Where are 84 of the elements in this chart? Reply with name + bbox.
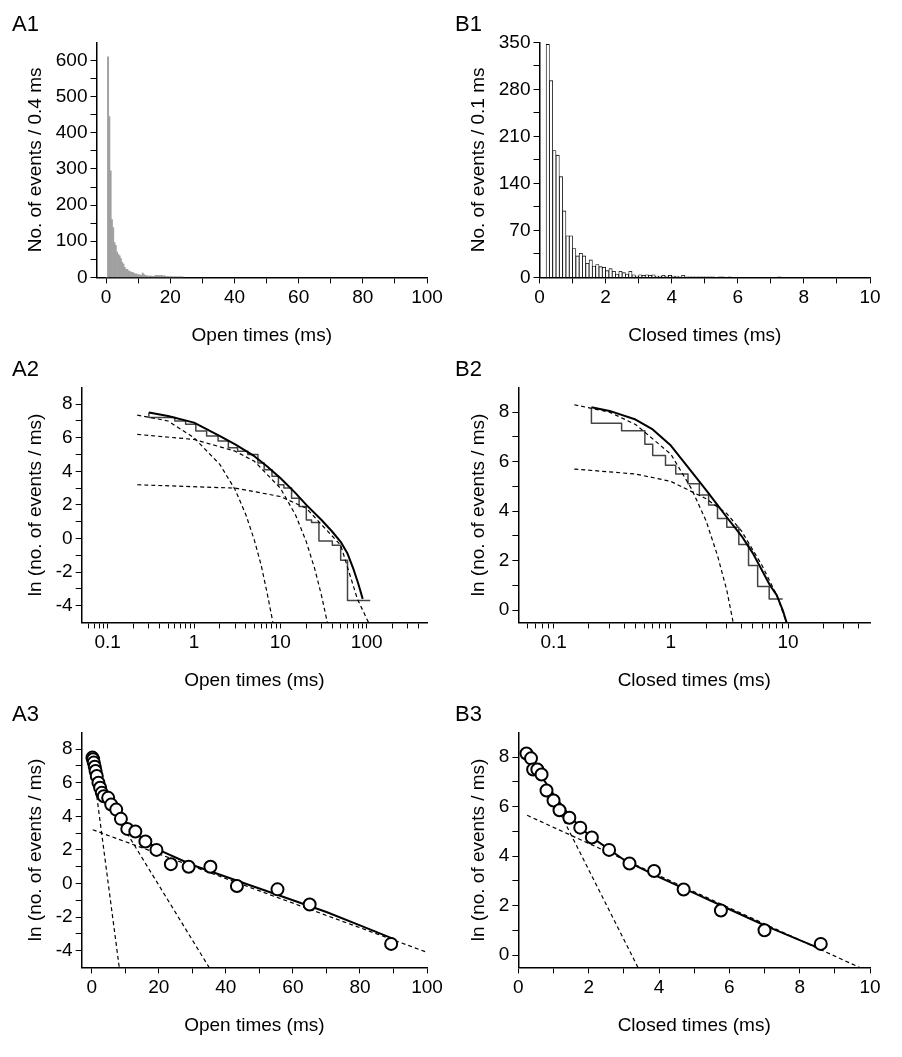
- y-tick-label: 600: [55, 48, 88, 70]
- x-tick-label: 0.1: [94, 631, 121, 653]
- y-tick-label: 300: [55, 157, 88, 179]
- y-axis-title: ln (no. of events / ms): [23, 413, 45, 597]
- y-tick-label: 0: [498, 598, 510, 620]
- y-tick-label: 4: [62, 459, 74, 481]
- y-tick-label: 8: [498, 400, 510, 422]
- x-tick-label: 0: [534, 286, 545, 308]
- y-tick-label: 400: [55, 121, 88, 143]
- y-tick-label: 0: [76, 265, 88, 287]
- x-tick-label: 100: [350, 631, 383, 653]
- x-tick-label: 60: [288, 286, 310, 308]
- x-axis-title: Open times (ms): [184, 668, 325, 690]
- y-tick-label: -2: [55, 905, 73, 927]
- y-tick-label: 200: [55, 193, 88, 215]
- chart-title: B3: [455, 701, 482, 727]
- y-tick-label: 8: [62, 737, 73, 759]
- y-axis-title: No. of events / 0.1 ms: [466, 67, 488, 253]
- x-axis-title: Closed times (ms): [617, 668, 771, 690]
- x-tick-label: 4: [666, 286, 678, 308]
- x-tick-label: 2: [600, 286, 611, 308]
- y-tick-label: 6: [62, 770, 73, 792]
- chart-title: B2: [455, 356, 482, 382]
- y-tick-label: 0: [62, 871, 73, 893]
- x-tick-label: 10: [777, 631, 799, 653]
- x-tick-label: 10: [269, 631, 291, 653]
- x-tick-label: 100: [411, 286, 443, 308]
- y-tick-label: 8: [498, 745, 510, 767]
- y-tick-label: -2: [55, 560, 73, 582]
- y-tick-label: 2: [498, 893, 510, 915]
- x-tick-label: 1: [665, 631, 677, 653]
- y-tick-label: 280: [498, 77, 531, 99]
- y-axis-title: ln (no. of events / ms): [466, 413, 488, 597]
- y-tick-label: 2: [498, 548, 510, 570]
- chart-title: A2: [12, 356, 39, 382]
- y-tick-label: 6: [498, 449, 510, 471]
- x-tick-label: 10: [859, 286, 881, 308]
- x-tick-label: 8: [794, 976, 805, 998]
- x-tick-label: 0: [100, 286, 112, 308]
- y-axis-title: No. of events / 0.4 ms: [23, 67, 45, 253]
- x-tick-label: 20: [159, 286, 181, 308]
- x-tick-label: 4: [653, 976, 665, 998]
- x-tick-label: 60: [282, 976, 304, 998]
- y-axis-title: ln (no. of events / ms): [466, 758, 488, 942]
- y-tick-label: 6: [498, 794, 510, 816]
- chart-title: A3: [12, 701, 39, 727]
- y-tick-label: 500: [55, 84, 88, 106]
- x-tick-label: 40: [223, 286, 246, 308]
- y-tick-label: -4: [55, 938, 74, 960]
- x-tick-label: 0.1: [540, 631, 567, 653]
- x-tick-label: 100: [411, 976, 443, 998]
- y-tick-label: 210: [498, 124, 531, 146]
- y-tick-label: 2: [62, 838, 73, 860]
- x-tick-label: 2: [583, 976, 594, 998]
- x-tick-label: 1: [188, 631, 200, 653]
- y-tick-label: 8: [62, 392, 73, 414]
- x-tick-label: 80: [349, 976, 371, 998]
- y-tick-label: 140: [498, 171, 531, 193]
- y-tick-label: 6: [62, 425, 73, 447]
- y-tick-label: 4: [62, 804, 74, 826]
- y-axis-title: ln (no. of events / ms): [23, 758, 45, 942]
- x-axis-title: Closed times (ms): [628, 323, 782, 345]
- x-tick-label: 6: [732, 286, 744, 308]
- x-tick-label: 6: [724, 976, 735, 998]
- x-tick-label: 8: [798, 286, 810, 308]
- y-tick-label: 350: [498, 30, 531, 52]
- y-tick-label: 70: [509, 218, 531, 240]
- y-tick-label: 100: [55, 229, 88, 251]
- y-tick-label: 0: [498, 943, 510, 965]
- x-axis-title: Closed times (ms): [617, 1013, 771, 1035]
- chart-title: B1: [455, 11, 482, 37]
- y-tick-label: 4: [498, 499, 510, 521]
- y-tick-label: 0: [519, 265, 531, 287]
- y-tick-label: -4: [55, 593, 74, 615]
- x-tick-label: 80: [352, 286, 374, 308]
- y-tick-label: 2: [62, 493, 73, 515]
- y-tick-label: 4: [498, 844, 510, 866]
- chart-title: A1: [12, 11, 39, 37]
- y-tick-label: 0: [62, 526, 73, 548]
- x-tick-label: 40: [215, 976, 237, 998]
- x-tick-label: 10: [859, 976, 881, 998]
- x-tick-label: 20: [148, 976, 170, 998]
- x-axis-title: Open times (ms): [184, 1013, 325, 1035]
- x-axis-title: Open times (ms): [191, 323, 332, 345]
